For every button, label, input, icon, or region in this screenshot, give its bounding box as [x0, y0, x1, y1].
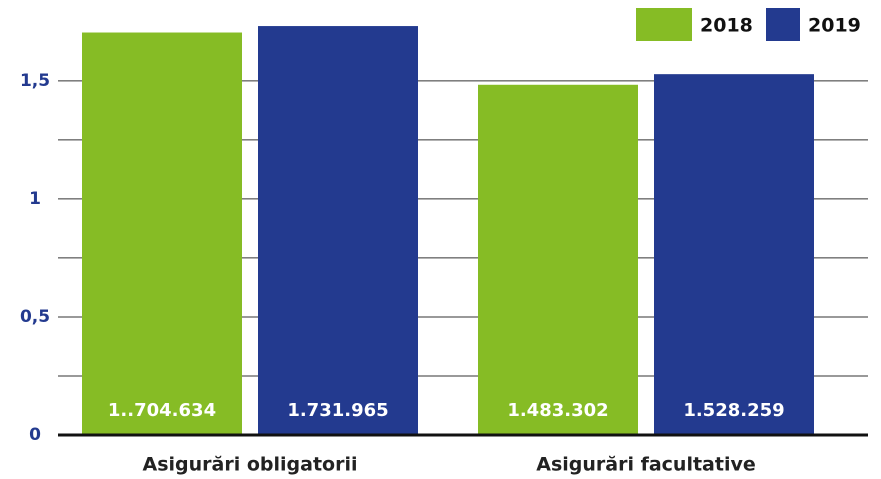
x-tick-label: Asigurări obligatorii — [143, 454, 358, 476]
legend-label: 2019 — [808, 15, 861, 37]
value-label: 1.731.965 — [287, 400, 388, 421]
x-tick-label: Asigurări facultative — [536, 454, 756, 476]
y-tick-label: 0 — [29, 425, 41, 445]
legend-swatch — [636, 8, 692, 41]
y-tick-label: 0,5 — [20, 307, 50, 327]
bar — [82, 32, 242, 436]
bar — [478, 84, 638, 436]
value-label: 1.528.259 — [683, 400, 784, 421]
legend-label: 2018 — [700, 15, 753, 37]
value-label: 1.483.302 — [507, 400, 608, 421]
bar — [258, 26, 418, 436]
value-label: 1..704.634 — [108, 400, 216, 421]
bar — [654, 74, 814, 435]
y-tick-label: 1 — [29, 189, 41, 209]
y-tick-label: 1,5 — [20, 71, 50, 91]
legend-swatch — [766, 8, 800, 41]
